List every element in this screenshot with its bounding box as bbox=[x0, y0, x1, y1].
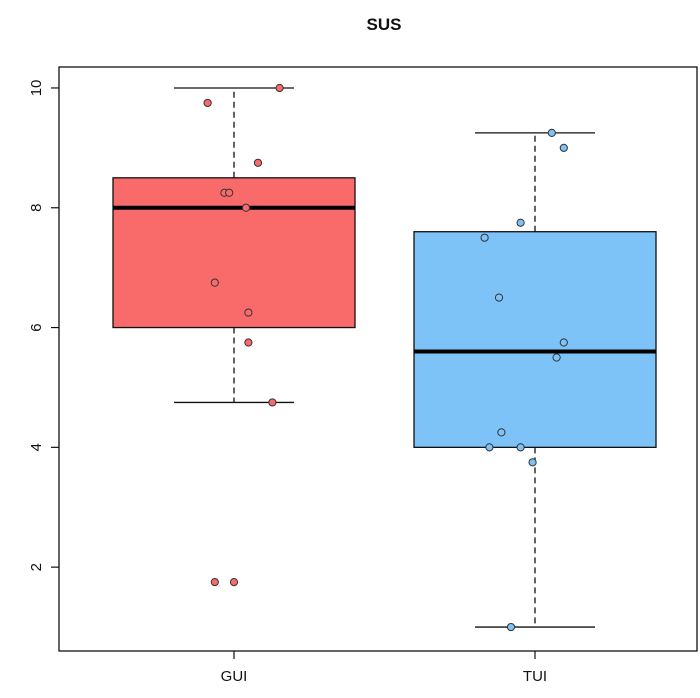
data-point bbox=[268, 398, 277, 407]
box-iqr bbox=[112, 177, 356, 329]
data-point bbox=[241, 203, 251, 212]
y-tick-label: 6 bbox=[28, 323, 45, 331]
plot-frame bbox=[58, 66, 698, 652]
data-point bbox=[559, 338, 568, 347]
data-point bbox=[244, 338, 253, 347]
data-point bbox=[210, 578, 219, 587]
data-point bbox=[547, 128, 556, 137]
data-point bbox=[528, 458, 537, 467]
data-point bbox=[506, 622, 516, 632]
plot-area: 2 4 6 8 10 GUI TUI bbox=[28, 66, 698, 685]
y-tick-label: 4 bbox=[28, 443, 45, 451]
x-tick-label-tui: TUI bbox=[523, 668, 547, 685]
data-point bbox=[229, 578, 239, 587]
data-point bbox=[559, 143, 568, 152]
y-tick-label: 10 bbox=[28, 80, 45, 97]
data-point bbox=[210, 278, 219, 287]
box-group-gui bbox=[112, 83, 356, 587]
data-point bbox=[497, 428, 506, 437]
data-point bbox=[516, 218, 525, 227]
box-group-tui bbox=[413, 128, 657, 632]
data-point bbox=[485, 443, 494, 452]
box-iqr bbox=[413, 231, 657, 448]
y-tick-label: 8 bbox=[28, 204, 45, 212]
data-point bbox=[552, 353, 561, 362]
data-point bbox=[494, 293, 504, 302]
x-tick-label-gui: GUI bbox=[221, 668, 248, 685]
data-point bbox=[253, 158, 263, 167]
data-point bbox=[244, 308, 253, 317]
data-point bbox=[275, 83, 284, 93]
data-point bbox=[480, 233, 489, 242]
data-point bbox=[225, 188, 234, 197]
data-point bbox=[516, 443, 525, 452]
data-point bbox=[203, 98, 212, 108]
y-tick-label: 2 bbox=[28, 563, 45, 571]
chart-title: SUS bbox=[367, 15, 402, 34]
